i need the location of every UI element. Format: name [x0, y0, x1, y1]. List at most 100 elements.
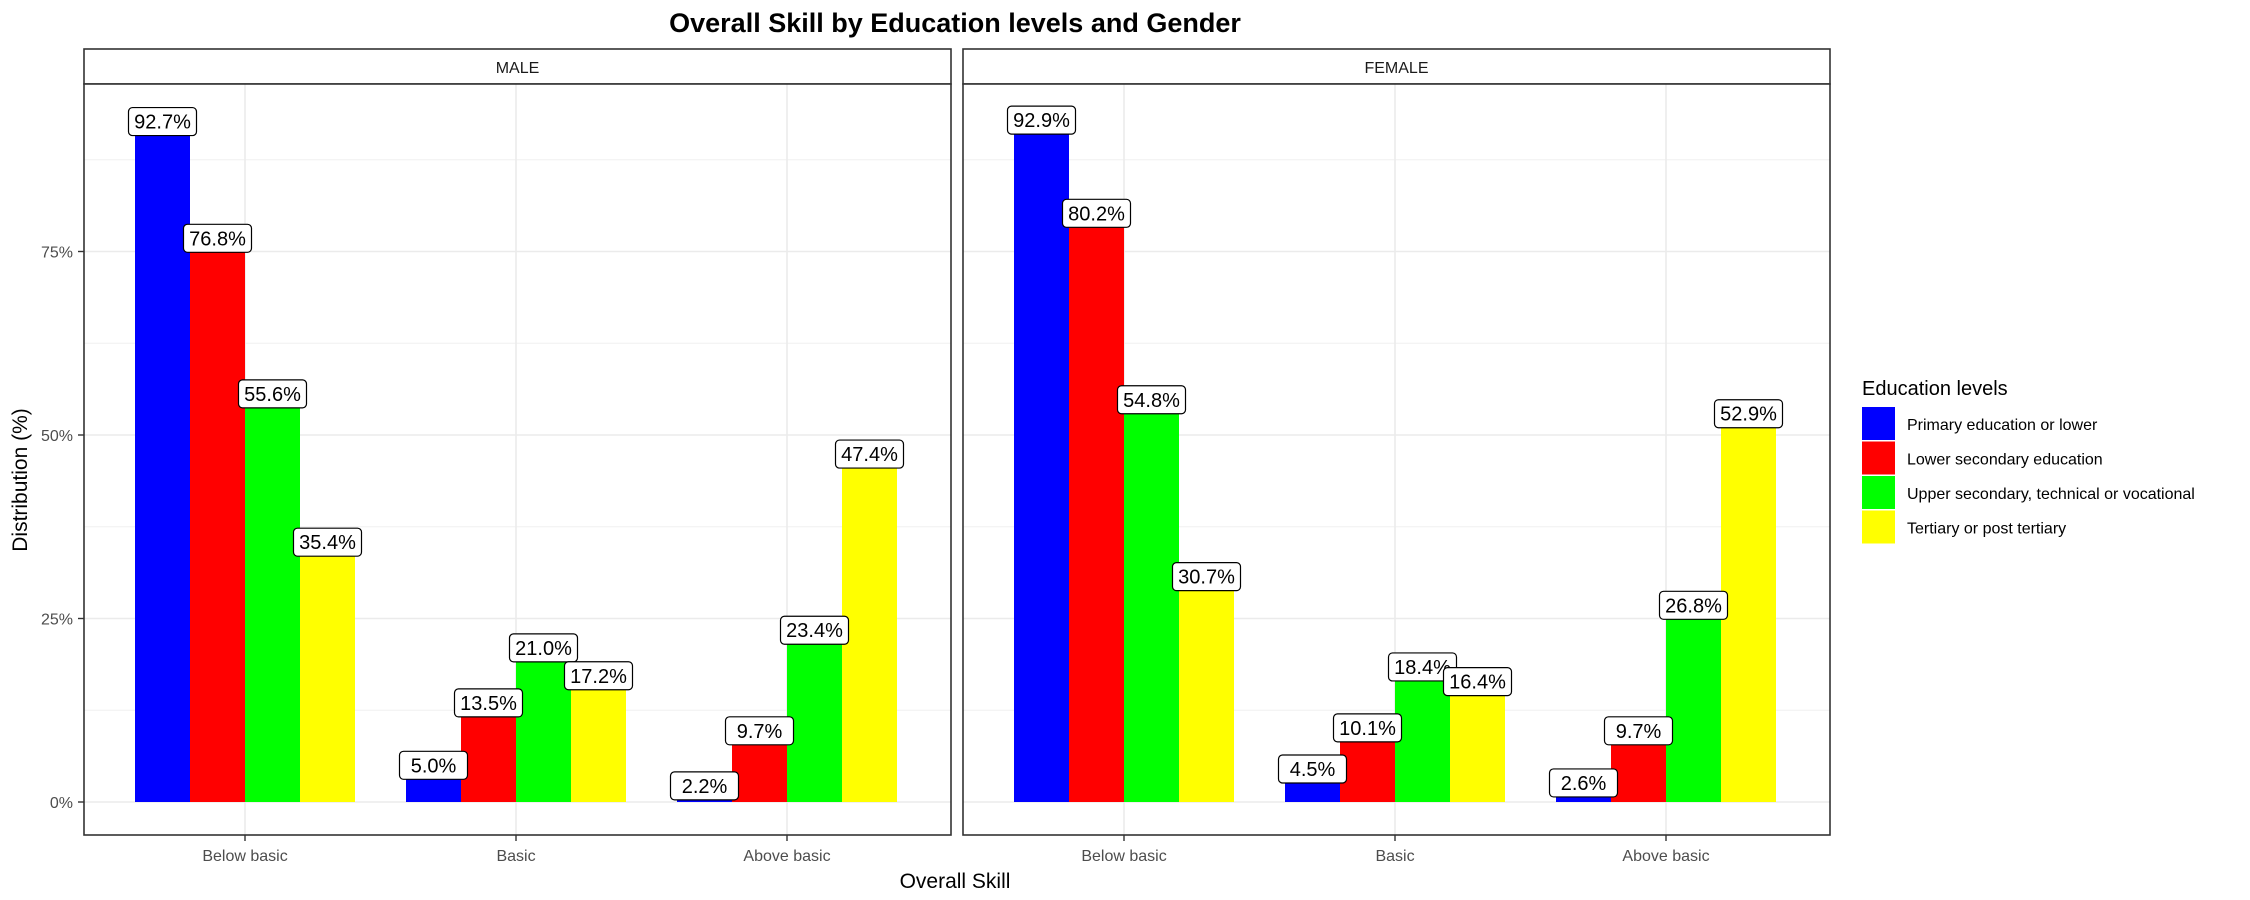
data-label-box [563, 661, 634, 691]
data-label-box [1116, 385, 1187, 415]
bar [135, 121, 190, 802]
legend-key [1862, 510, 1895, 544]
data-label: 92.9% [1006, 105, 1077, 135]
data-label-box [1603, 716, 1674, 746]
data-label-text: 92.9% [1013, 110, 1070, 132]
data-label: 4.5% [1277, 754, 1348, 784]
data-label: 18.4% [1387, 652, 1458, 682]
bar [245, 393, 300, 802]
data-label-text: 47.4% [841, 444, 898, 466]
data-label-box [237, 379, 308, 409]
data-label: 55.6% [237, 379, 308, 409]
legend-key [1862, 407, 1895, 440]
data-label-box [669, 771, 740, 801]
bar [1124, 399, 1179, 802]
bar [1721, 413, 1776, 802]
data-label-box [1277, 754, 1348, 784]
data-label-text: 5.0% [411, 755, 457, 777]
data-label: 47.4% [834, 439, 905, 469]
legend: Education levels Primary education or lo… [1862, 378, 2195, 544]
data-label: 76.8% [182, 223, 253, 253]
data-label-text: 18.4% [1394, 657, 1451, 679]
legend-label: Upper secondary, technical or vocational [1907, 486, 2195, 503]
data-label: 17.2% [563, 661, 634, 691]
data-label-box [1713, 399, 1784, 429]
data-label: 30.7% [1171, 562, 1242, 592]
x-tick-label: Above basic [743, 848, 830, 865]
chart-title: Overall Skill by Education levels and Ge… [669, 8, 1241, 38]
data-label-text: 52.9% [1720, 404, 1777, 426]
data-label-box [453, 688, 524, 718]
data-label-text: 30.7% [1178, 567, 1235, 589]
data-label: 10.1% [1332, 713, 1403, 743]
bar [461, 702, 516, 802]
facet-panel-female: FEMALE 92.9% 4.5% 2.6% 80.2% 10.1% 9.7% 54.8% 18… [962, 48, 1831, 865]
data-label: 13.5% [453, 688, 524, 718]
data-label: 2.6% [1548, 768, 1619, 798]
data-label-box [1387, 652, 1458, 682]
data-label-box [127, 106, 198, 137]
legend-label: Lower secondary education [1907, 452, 2103, 469]
data-label-text: 80.2% [1068, 203, 1125, 225]
y-axis-title: Distribution (%) [9, 408, 32, 552]
x-tick-label: Below basic [1081, 848, 1166, 865]
legend-title: Education levels [1862, 378, 2008, 400]
data-label-text: 2.2% [682, 776, 728, 798]
data-label-box [1006, 105, 1077, 135]
panel-border [962, 83, 1831, 836]
data-label-text: 17.2% [570, 666, 627, 688]
data-label: 26.8% [1658, 590, 1729, 620]
x-tick-label: Below basic [202, 848, 287, 865]
bar [1014, 120, 1069, 802]
bar [1666, 605, 1721, 802]
data-label-box [508, 633, 579, 663]
bar [842, 454, 897, 802]
data-label-text: 92.7% [134, 112, 191, 134]
data-label-box [398, 750, 469, 780]
y-tick-label: 0% [50, 795, 73, 812]
legend-entry: Upper secondary, technical or vocational [1862, 476, 2195, 509]
data-label-box [1658, 590, 1729, 620]
x-axis-title: Overall Skill [900, 870, 1011, 893]
legend-key [1862, 476, 1895, 509]
legend-entry: Lower secondary education [1862, 441, 2103, 475]
bar [571, 675, 626, 802]
data-label-box [1061, 198, 1132, 228]
bar [300, 542, 355, 802]
data-label-box [1442, 667, 1513, 697]
data-label: 80.2% [1061, 198, 1132, 228]
data-label-text: 23.4% [786, 620, 843, 642]
data-label-box [1548, 768, 1619, 798]
data-label-text: 54.8% [1123, 390, 1180, 412]
bar [1450, 681, 1505, 802]
bar [190, 238, 245, 803]
data-label: 54.8% [1116, 385, 1187, 415]
panel-border [83, 83, 952, 836]
data-label-text: 2.6% [1561, 773, 1607, 795]
data-label-box [182, 223, 253, 253]
data-label-box [724, 716, 795, 746]
data-label-text: 35.4% [299, 532, 356, 554]
facet-panel-male: MALE 92.7% 5.0% 2.2% 76.8% 13.5% 9.7% 55.6% 21.0… [83, 48, 952, 865]
data-label-box [779, 615, 850, 645]
facet-strip [83, 48, 952, 85]
data-label: 9.7% [1603, 716, 1674, 746]
data-label-text: 9.7% [1616, 721, 1662, 743]
data-label-text: 55.6% [244, 384, 301, 406]
data-label: 23.4% [779, 615, 850, 645]
facet-strip-label: MALE [496, 60, 540, 77]
x-tick-label: Basic [496, 848, 535, 865]
data-label: 92.7% [127, 106, 198, 137]
facet-panels: MALE 92.7% 5.0% 2.2% 76.8% 13.5% 9.7% 55.6% 21.0… [41, 48, 1831, 865]
bar [1069, 213, 1124, 802]
y-tick-label: 25% [41, 612, 73, 629]
data-label-box [1332, 713, 1403, 743]
data-label: 2.2% [669, 771, 740, 801]
data-label-text: 13.5% [460, 693, 517, 715]
legend-entry: Primary education or lower [1862, 407, 2098, 440]
bar [1395, 666, 1450, 802]
data-label-text: 4.5% [1290, 759, 1336, 781]
data-label: 5.0% [398, 750, 469, 780]
legend-key [1862, 441, 1895, 475]
